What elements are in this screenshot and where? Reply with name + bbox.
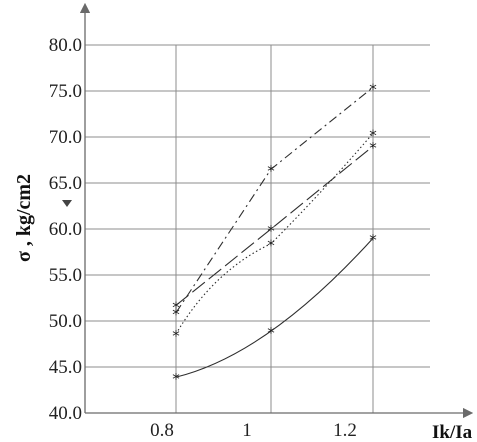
y-tick-label: 75.0: [49, 81, 82, 102]
grid-layer: [85, 44, 430, 413]
data-point-marker: *: [172, 298, 180, 316]
data-point-marker: *: [267, 237, 275, 255]
series-line-solid-curve: [175, 237, 374, 378]
ticks-layer: 40.0 45.0 50.0 55.0 60.0 65.0 70.0 75.0 80.0 0.8 1…: [49, 35, 357, 441]
y-tick-label: 40.0: [49, 403, 82, 424]
y-tick-label: 80.0: [49, 35, 82, 56]
data-point-marker: *: [267, 324, 275, 342]
y-tick-label: 70.0: [49, 127, 82, 148]
y-tick-label: 65.0: [49, 173, 82, 194]
y-tick-label: 60.0: [49, 219, 82, 240]
series-line-dash-dot: [175, 86, 374, 314]
x-axis-title: Ik/Ia: [432, 422, 473, 442]
series-line-dotted: [175, 132, 374, 335]
x-tick-label: 1: [242, 420, 252, 441]
x-tick-label: 0.8: [150, 420, 174, 441]
y-axis-title: σ , kg/cm2: [13, 174, 35, 262]
y-axis-indicator-arrow: [62, 200, 72, 207]
y-tick-label: 50.0: [49, 311, 82, 332]
data-point-marker: *: [172, 306, 180, 324]
y-axis-title-group: σ , kg/cm2: [13, 174, 35, 262]
data-point-marker: *: [369, 80, 377, 98]
data-point-marker: *: [172, 327, 180, 345]
markers-layer: ************: [172, 80, 377, 388]
data-point-marker: *: [369, 231, 377, 249]
data-point-marker: *: [369, 126, 377, 144]
x-tick-label: 1.2: [333, 420, 357, 441]
data-point-marker: *: [267, 162, 275, 180]
axes-layer: [79, 2, 474, 419]
data-point-marker: *: [267, 222, 275, 240]
y-tick-label: 55.0: [49, 265, 82, 286]
data-point-marker: *: [369, 139, 377, 157]
y-tick-label: 45.0: [49, 357, 82, 378]
data-point-marker: *: [172, 370, 180, 388]
series-layer: [175, 86, 374, 378]
